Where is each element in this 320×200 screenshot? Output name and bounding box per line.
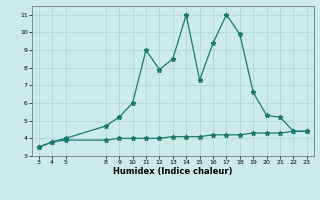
X-axis label: Humidex (Indice chaleur): Humidex (Indice chaleur) (113, 167, 233, 176)
